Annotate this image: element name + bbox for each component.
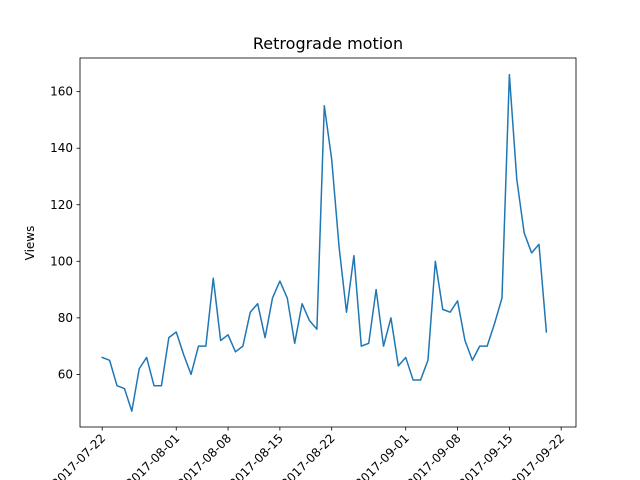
x-tick-label: 2017-08-22 — [279, 431, 338, 480]
x-tick-label: 2017-07-22 — [49, 431, 108, 480]
y-axis-label: Views — [23, 226, 37, 261]
x-tick-label: 2017-08-15 — [227, 431, 286, 480]
y-tick-label: 160 — [50, 85, 73, 99]
y-tick-label: 140 — [50, 141, 73, 155]
y-tick-label: 60 — [58, 367, 73, 381]
y-tick-label: 100 — [50, 254, 73, 268]
x-tick-label: 2017-08-01 — [123, 431, 182, 480]
y-tick-label: 120 — [50, 198, 73, 212]
x-tick-label: 2017-08-08 — [175, 431, 234, 480]
x-tick-label: 2017-09-01 — [353, 431, 412, 480]
x-tick-label: 2017-09-08 — [404, 431, 463, 480]
chart-title: Retrograde motion — [253, 34, 403, 53]
x-tick-label: 2017-09-22 — [508, 431, 567, 480]
y-tick-label: 80 — [58, 311, 73, 325]
x-tick-label: 2017-09-15 — [456, 431, 515, 480]
views-series-line — [101, 73, 548, 412]
axes-frame — [79, 57, 577, 428]
